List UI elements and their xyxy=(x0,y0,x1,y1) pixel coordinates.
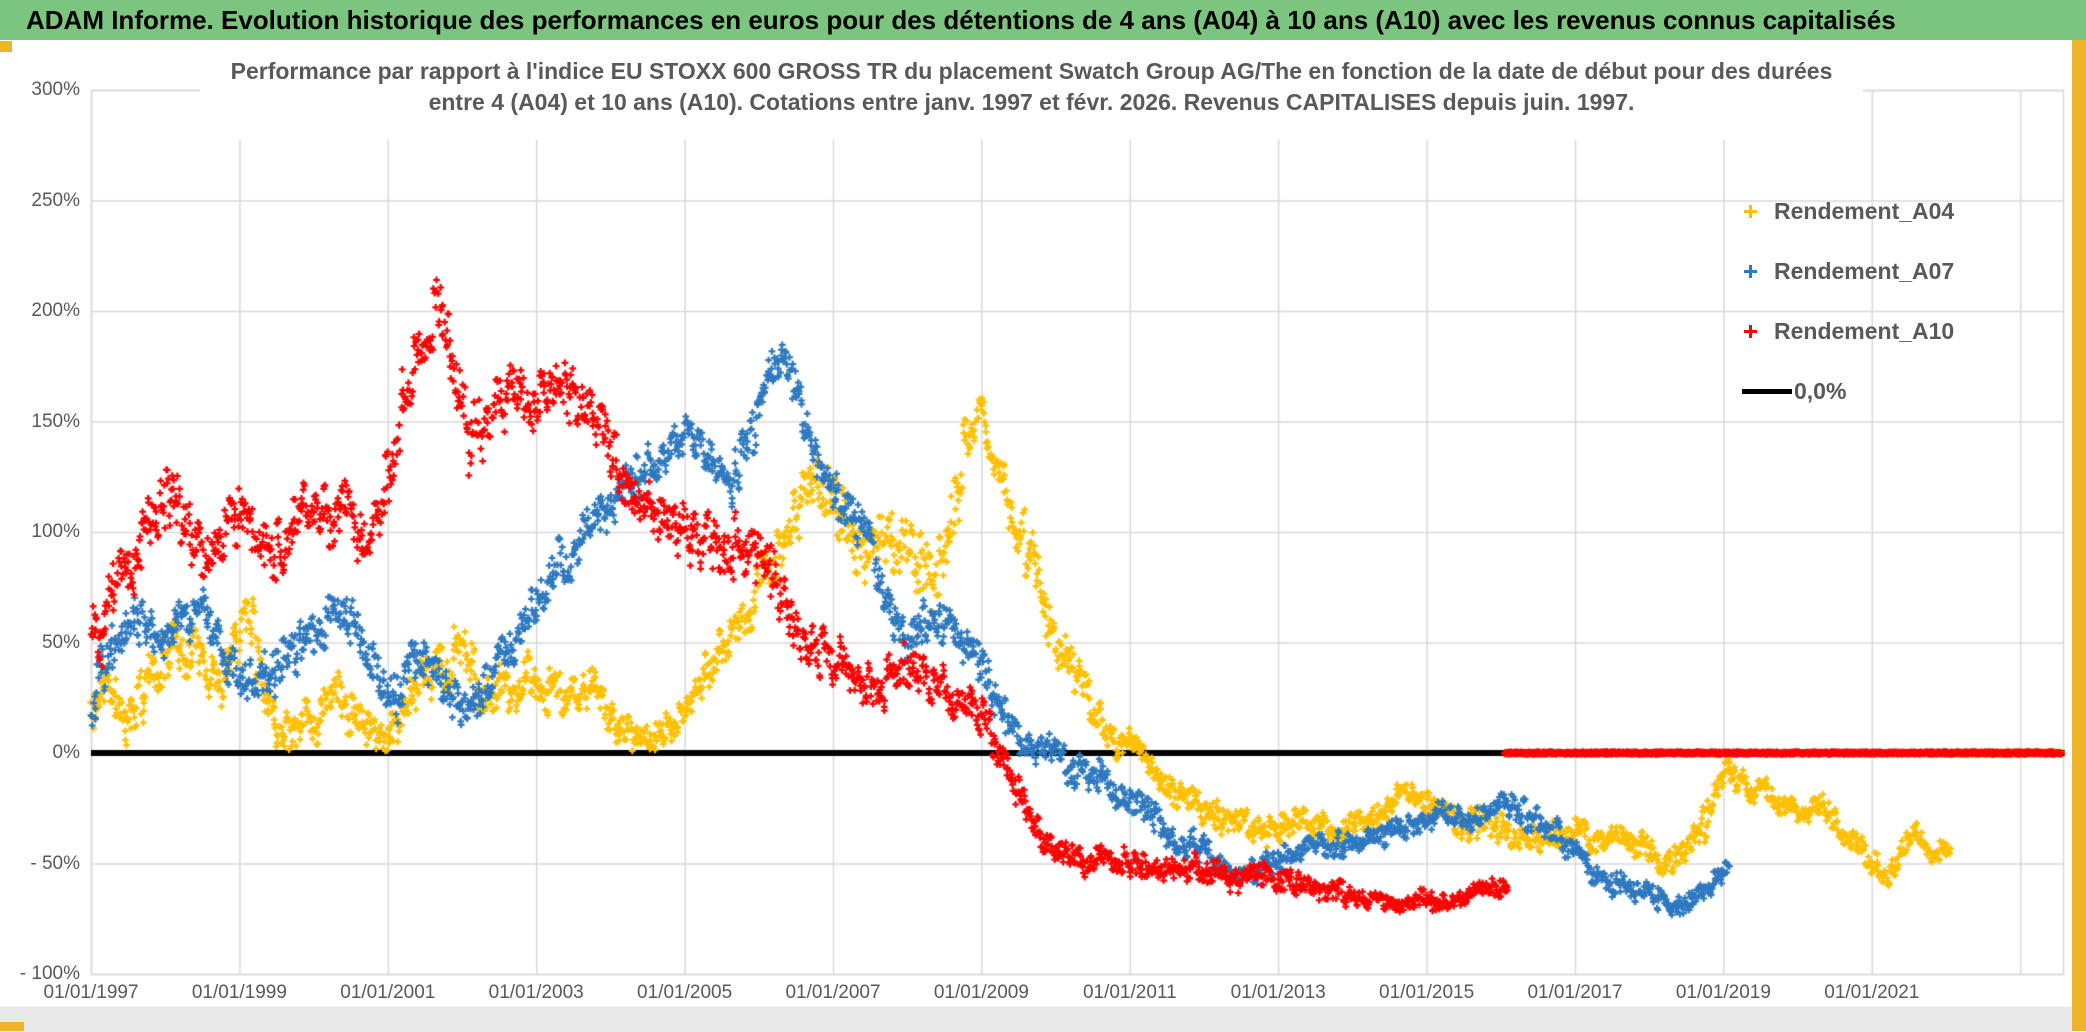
x-axis-tick-label: 01/01/1999 xyxy=(191,982,287,1003)
zero-line-icon xyxy=(1742,388,1792,394)
y-axis-tick-label: 150% xyxy=(31,410,80,432)
y-axis-tick-label: 300% xyxy=(31,79,80,100)
chart-title-line2: entre 4 (A04) et 10 ans (A10). Cotations… xyxy=(428,89,1635,115)
x-axis-tick-label: 01/01/2009 xyxy=(933,982,1029,1003)
chart-legend[interactable]: Rendement_A04 Rendement_A07 Rendement_A10 0… xyxy=(1742,181,2072,421)
legend-label: Rendement_A04 xyxy=(1774,197,1955,224)
y-axis-tick-label: 250% xyxy=(31,189,80,211)
y-axis-tick-label: 100% xyxy=(31,521,80,542)
x-axis-tick-label: 01/01/2019 xyxy=(1675,982,1771,1003)
y-axis-tick-label: - 50% xyxy=(30,852,80,874)
legend-label: Rendement_A07 xyxy=(1774,257,1955,284)
legend-item-zero-line[interactable]: 0,0% xyxy=(1742,361,2072,421)
x-axis-tick-label: 01/01/2011 xyxy=(1082,982,1177,1003)
window-bottomleft-accent xyxy=(0,1022,24,1031)
x-axis-tick-label: 01/01/2007 xyxy=(785,982,881,1003)
x-axis-tick-label: 01/01/2001 xyxy=(340,982,436,1003)
legend-item-rendement_a04[interactable]: Rendement_A04 xyxy=(1742,181,2072,241)
window-bottom-bar[interactable] xyxy=(0,1006,2072,1032)
plus-marker-icon xyxy=(1742,203,1759,220)
y-axis-tick-label: 0% xyxy=(52,742,80,763)
window-right-accent-strip xyxy=(2072,40,2086,1031)
x-axis-tick-label: 01/01/1997 xyxy=(43,982,139,1003)
chart-title-line1: Performance par rapport à l'indice EU ST… xyxy=(230,58,1833,84)
plus-marker-icon xyxy=(1742,263,1759,280)
x-axis-tick-label: 01/01/2021 xyxy=(1824,982,1920,1003)
chart-title: Performance par rapport à l'indice EU ST… xyxy=(200,56,1863,140)
x-axis-tick-label: 01/01/2013 xyxy=(1230,982,1326,1003)
legend-item-rendement_a10[interactable]: Rendement_A10 xyxy=(1742,301,2072,361)
x-axis-tick-label: 01/01/2017 xyxy=(1527,982,1623,1003)
x-axis-tick-label: 01/01/2003 xyxy=(488,982,584,1003)
y-axis-tick-label: 50% xyxy=(41,631,80,653)
y-axis-tick-label: 200% xyxy=(31,300,80,321)
document-title-bar: ADAM Informe. Evolution historique des p… xyxy=(0,0,2086,40)
window-topleft-accent xyxy=(0,41,12,52)
legend-label: Rendement_A10 xyxy=(1774,317,1955,344)
x-axis-tick-label: 01/01/2015 xyxy=(1379,982,1475,1003)
y-axis-tick-label: - 100% xyxy=(19,963,80,984)
legend-item-rendement_a07[interactable]: Rendement_A07 xyxy=(1742,241,2072,301)
plus-marker-icon xyxy=(1742,323,1759,340)
legend-label: 0,0% xyxy=(1794,377,1847,404)
x-axis-tick-label: 01/01/2005 xyxy=(637,982,733,1003)
